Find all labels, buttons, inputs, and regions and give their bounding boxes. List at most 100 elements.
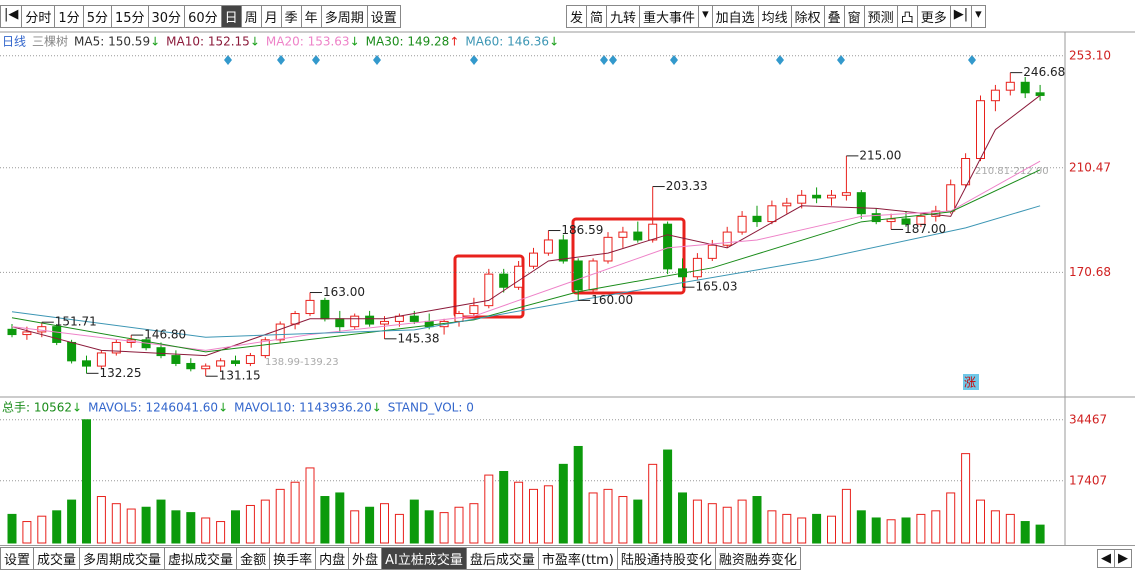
volume-bar [678,492,687,544]
toolbar-button[interactable]: 季 [280,4,302,28]
candle-body [275,323,285,341]
tab-arrow[interactable]: ▶ [1114,548,1132,568]
y-tick-label: 210.47 [1069,160,1111,174]
annotation-label: 151.71 [55,315,97,329]
volume-legend-arrow: ↓ [218,401,228,415]
event-marker [609,55,617,65]
volume-bar [275,488,285,544]
legend-arrow: ↓ [150,35,160,49]
toolbar-button[interactable]: ▾ [971,4,986,28]
volume-bar [573,445,583,544]
event-marker [670,55,678,65]
toolbar-button[interactable]: 1分 [54,4,84,28]
legend-period: 日线 [2,35,26,49]
toolbar-button[interactable]: 凸 [896,4,918,28]
toolbar-button[interactable]: 15分 [110,4,149,28]
toolbar-button[interactable]: 发 [566,4,588,28]
event-marker [837,55,845,65]
tab[interactable]: 盘后成交量 [465,546,539,570]
candle-body [156,347,166,357]
annotation-label: 132.25 [100,366,142,380]
candle-body [7,328,17,336]
candle-body [514,265,524,288]
tab[interactable]: 金额 [236,546,271,570]
volume-bar [916,513,926,544]
toolbar-button[interactable]: 更多 [916,4,951,28]
volume-legend-arrow: ↓ [72,401,82,415]
tab[interactable]: 多周期成交量 [79,546,166,570]
tab[interactable]: 虚拟成交量 [164,546,238,570]
candle-body [827,194,836,199]
tab[interactable]: 内盘 [315,546,350,570]
toolbar-button[interactable]: 重大事件 [639,4,700,28]
candle-body [901,218,911,225]
toolbar-button[interactable]: 30分 [147,4,186,28]
volume-bar [1020,521,1030,544]
range-label: 210.81-212.00 [975,166,1049,177]
candle-body [722,231,732,246]
volume-bar [335,492,345,544]
annotation-label: 131.15 [219,369,261,383]
tab[interactable]: 陆股通持股变化 [616,546,716,570]
event-marker [600,55,608,65]
candle-body [469,305,479,315]
volume-bar [737,499,747,544]
candle-body [812,194,822,199]
volume-bar [767,510,777,544]
tab[interactable]: 外盘 [348,546,383,570]
candle-body [856,192,866,215]
candle-body [752,215,762,223]
volume-bar [231,510,240,544]
ma-line [11,205,1041,338]
candle-body [350,315,360,328]
annotation-label: 146.80 [144,328,186,342]
ma-line [11,95,1041,357]
toolbar-button[interactable]: 预测 [863,4,898,28]
volume-bar [588,492,598,544]
volume-bar [961,453,971,544]
toolbar-button[interactable]: 加自选 [711,4,759,28]
toolbar-button[interactable]: 叠 [823,4,845,28]
ma-line [11,160,1041,351]
candle-body [380,320,389,325]
tab[interactable]: 市盈率(ttm) [537,546,618,570]
candle-body [543,239,553,254]
tab[interactable]: 换手率 [269,546,317,570]
marker-box [963,374,979,390]
candle-body [245,355,255,364]
volume-bar [976,499,985,544]
tab[interactable]: AI立桩成交量 [381,546,467,570]
volume-bar [290,481,300,544]
toolbar-button[interactable]: 多周期 [320,4,368,28]
volume-bar [529,488,538,544]
candle-body [946,184,956,212]
toolbar-button[interactable]: 分时 [21,4,56,28]
y-tick-label: 170.68 [1069,265,1111,279]
legend-item: MA20: 153.63 [266,35,350,49]
toolbar-button[interactable]: 设置 [366,4,401,28]
candle-body [320,299,330,320]
toolbar: |◀ 分时 1分 5分 15分 30分 60分日周月季年多周期 设置发简九转 重大事件 ▾ 加自选均… [0,4,1135,28]
candle-body [260,339,270,357]
toolbar-button[interactable]: 均线 [757,4,792,28]
tab[interactable]: 融资融券变化 [714,546,801,570]
volume-bar [871,517,881,544]
volume-bar [603,488,613,544]
tab[interactable]: 成交量 [33,546,81,570]
volume-legend-item: 总手: 10562 [2,401,72,415]
toolbar-right: 发简九转 重大事件 ▾ 加自选 均线 除权叠窗预测凸更多 ▶| ▾ [566,4,986,28]
toolbar-button[interactable]: 除权 [790,4,825,28]
volume-bar [424,510,434,544]
volume-bar [827,515,836,544]
volume-bar [320,496,330,544]
tab[interactable]: 设置 [0,546,35,570]
range-label: 138.99-139.23 [265,357,339,368]
tab-arrow[interactable]: ◀ [1097,548,1115,568]
volume-bar [618,496,628,544]
legend-item: MA60: 146.36 [465,35,549,49]
candle-body [171,355,181,364]
annotation-label: 215.00 [859,148,901,162]
toolbar-button[interactable]: 月 [260,4,282,28]
event-marker [224,55,232,65]
chart: 日线 三棵树 MA5: 150.59 ↓ MA10: 152.15 ↓ MA20: 153.… [0,31,1135,545]
